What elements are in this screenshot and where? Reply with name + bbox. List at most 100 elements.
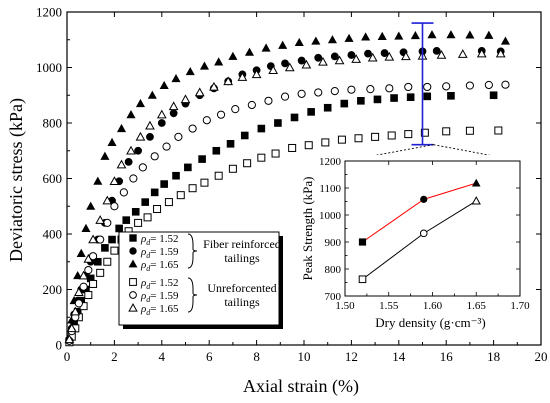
data-point [432,46,441,55]
data-point [484,30,494,39]
data-point [476,48,487,58]
data-point [188,184,197,193]
data-point [290,113,299,122]
data-point [100,151,110,160]
data-point [171,73,181,83]
legend-entry-label: ρd= 1.65 [140,259,179,273]
data-point [442,82,451,91]
inset-series-fiber [358,178,481,246]
data-point [297,56,306,65]
data-point [157,119,166,127]
inset-x-tick-label: 1.55 [379,300,399,312]
data-point [198,155,206,163]
data-point [199,61,209,70]
data-point [73,270,83,280]
inset-x-tick-label: 1.50 [335,300,355,312]
data-point [401,51,411,61]
y-tick-label: 1000 [36,60,62,75]
legend-group-label: tailings [224,251,260,265]
data-point [150,188,159,197]
data-point [495,48,506,58]
inset-data-point [358,275,367,284]
data-point [371,132,380,141]
data-point [484,80,493,90]
data-point [93,176,103,185]
data-point [180,94,191,104]
data-point [145,120,155,130]
data-point [176,191,185,200]
data-point [102,195,113,205]
x-tick-label: 12 [345,349,358,364]
data-point [108,235,116,244]
data-point [281,59,289,68]
legend-marker [128,303,138,312]
data-point [387,131,396,140]
inset-series-unreinforced [358,196,481,284]
main-series [64,30,510,347]
data-point [159,80,169,90]
data-point [301,59,312,69]
data-point [274,119,282,127]
data-point [323,103,332,112]
y-tick-label: 600 [43,171,63,186]
data-point [344,33,354,42]
data-point [288,143,297,152]
legend-group-label: Fiber reinforced [203,237,281,251]
y-tick-label: 400 [43,227,63,242]
data-point [84,291,93,300]
data-point [240,131,249,140]
legend-box [118,231,280,326]
data-point [404,82,413,92]
data-point [126,110,136,119]
inset-y-tick-label: 1000 [319,210,342,222]
data-point [223,76,234,86]
data-point [214,57,224,66]
data-point [354,134,363,143]
legend-brace [187,277,198,313]
data-point [228,51,238,60]
data-point [423,82,432,92]
data-point [194,87,205,97]
inset-y-tick-label: 1100 [319,183,341,195]
data-point [337,135,346,144]
data-point [243,159,252,168]
y-axis-label: Deviatoric stress (kPa) [6,98,27,262]
data-point [103,257,112,266]
data-point [76,248,86,257]
data-point [361,32,371,41]
data-point [134,146,142,155]
data-point [385,84,394,93]
data-point [126,145,136,155]
data-point [95,215,106,224]
data-point [168,101,179,111]
data-point [251,69,262,79]
inset-x-tick-label: 1.65 [467,300,487,312]
data-point [228,164,237,173]
inset-data-point [471,196,481,205]
data-point [226,140,235,148]
data-point [357,97,365,105]
data-point [81,223,91,232]
inset-data-point [419,229,428,238]
data-point [465,81,474,90]
inset-connector-left [344,144,434,162]
y-tick-label: 1200 [36,5,62,20]
legend-entry-label: ρd= 1.52 [140,277,179,291]
data-point [131,208,140,216]
data-point [146,132,154,141]
legend-entry-label: ρd= 1.65 [140,303,179,317]
data-point [96,235,105,244]
data-point [489,91,498,100]
data-point [351,54,362,63]
inset-chart: 1.50 1.55 1.60 1.65 1.70 700 800 900 1000 1100 120… [290,155,536,331]
x-tick-label: 20 [535,349,548,364]
data-point [107,137,117,146]
data-point [321,138,330,147]
x-tick-label: 16 [440,349,454,364]
data-point [135,98,146,108]
data-point [116,123,127,133]
inset-y-tick-label: 1200 [319,156,342,168]
data-point [457,49,468,58]
data-point [103,218,112,227]
